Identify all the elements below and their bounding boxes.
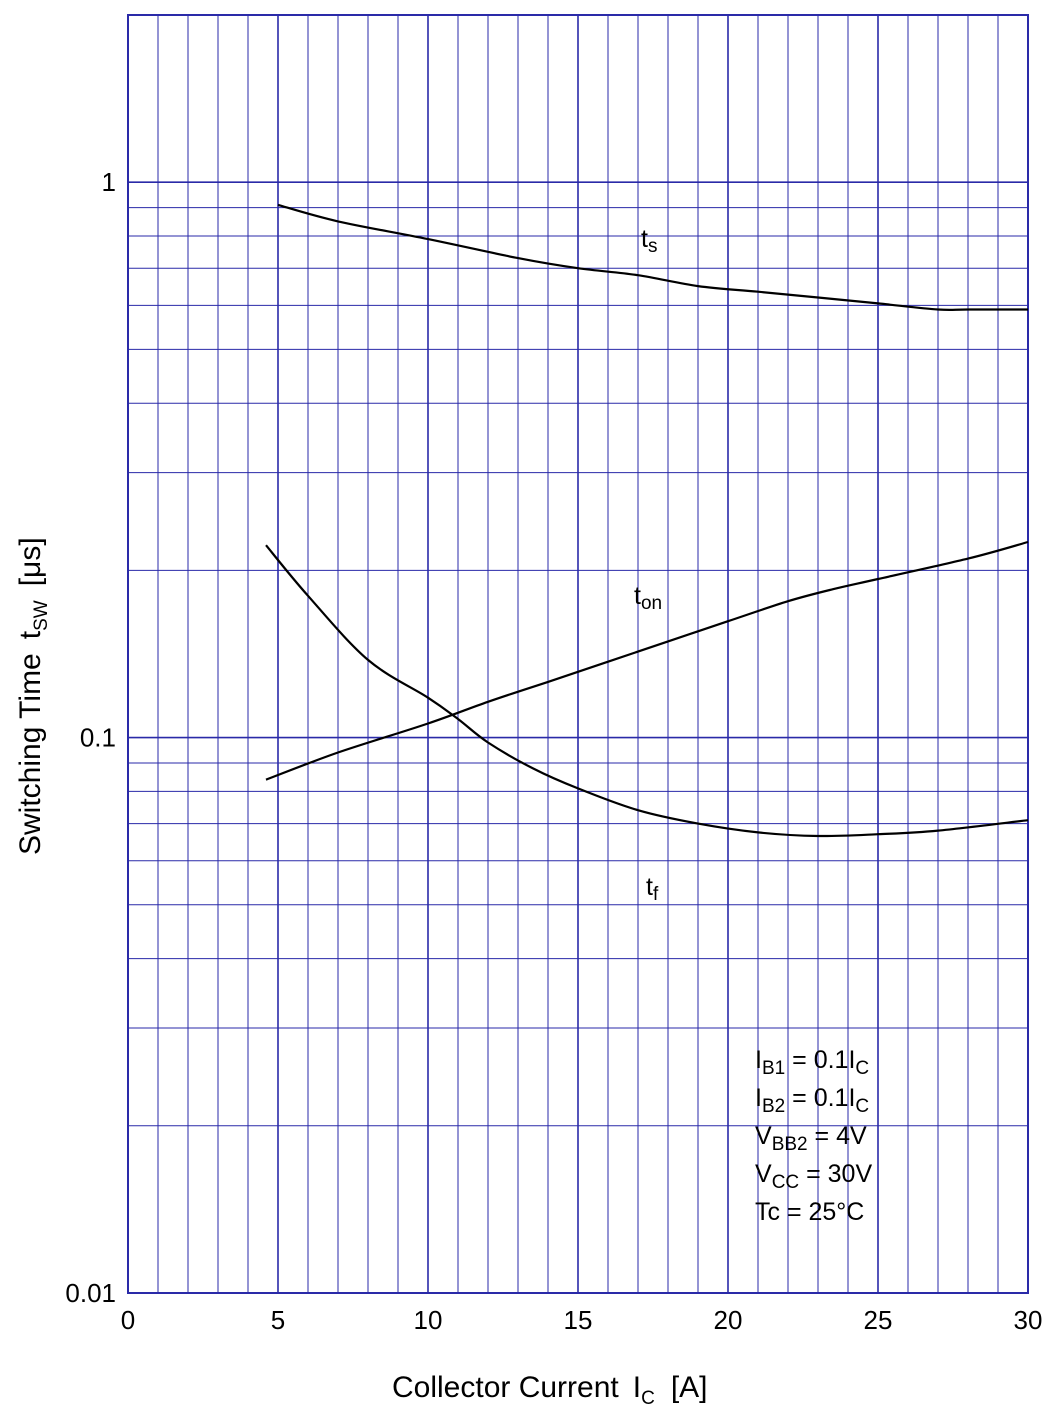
condition-line: VBB2 = 4V bbox=[755, 1122, 867, 1155]
plot-frame bbox=[127, 14, 1029, 1294]
grid bbox=[128, 15, 1028, 1293]
x-tick-label: 0 bbox=[121, 1305, 135, 1335]
condition-line: Tc = 25°C bbox=[755, 1198, 864, 1226]
series-line-ts bbox=[277, 203, 1028, 312]
condition-line: IB1 = 0.1IC bbox=[755, 1046, 869, 1079]
label-ts: ts bbox=[641, 225, 657, 257]
x-tick-label: 10 bbox=[414, 1305, 443, 1335]
label-ton: ton bbox=[634, 582, 662, 614]
label-tf: tf bbox=[646, 873, 659, 905]
curves bbox=[265, 203, 1029, 838]
x-tick-label: 15 bbox=[564, 1305, 593, 1335]
y-tick-label: 1 bbox=[102, 167, 116, 197]
x-tick-label: 20 bbox=[714, 1305, 743, 1335]
x-tick-label: 5 bbox=[271, 1305, 285, 1335]
x-tick-labels: 0 5 10 15 20 25 30 bbox=[121, 1305, 1043, 1335]
series-line-ton bbox=[265, 540, 1029, 781]
condition-line: IB2 = 0.1IC bbox=[755, 1084, 869, 1117]
y-tick-label: 0.1 bbox=[80, 723, 116, 753]
y-axis-title: Switching TimetSW[μs] bbox=[14, 537, 52, 855]
x-tick-label: 25 bbox=[864, 1305, 893, 1335]
series-line-tf bbox=[265, 544, 1029, 838]
y-tick-label: 0.01 bbox=[65, 1278, 116, 1308]
x-axis-title: Collector Current IC [A] bbox=[392, 1371, 708, 1409]
condition-line: VCC = 30V bbox=[755, 1160, 872, 1193]
y-tick-labels: 0.01 0.1 1 bbox=[65, 167, 116, 1308]
x-tick-label: 30 bbox=[1014, 1305, 1043, 1335]
test-conditions: IB1 = 0.1IC IB2 = 0.1IC VBB2 = 4V VCC = 30V… bbox=[755, 1046, 872, 1226]
